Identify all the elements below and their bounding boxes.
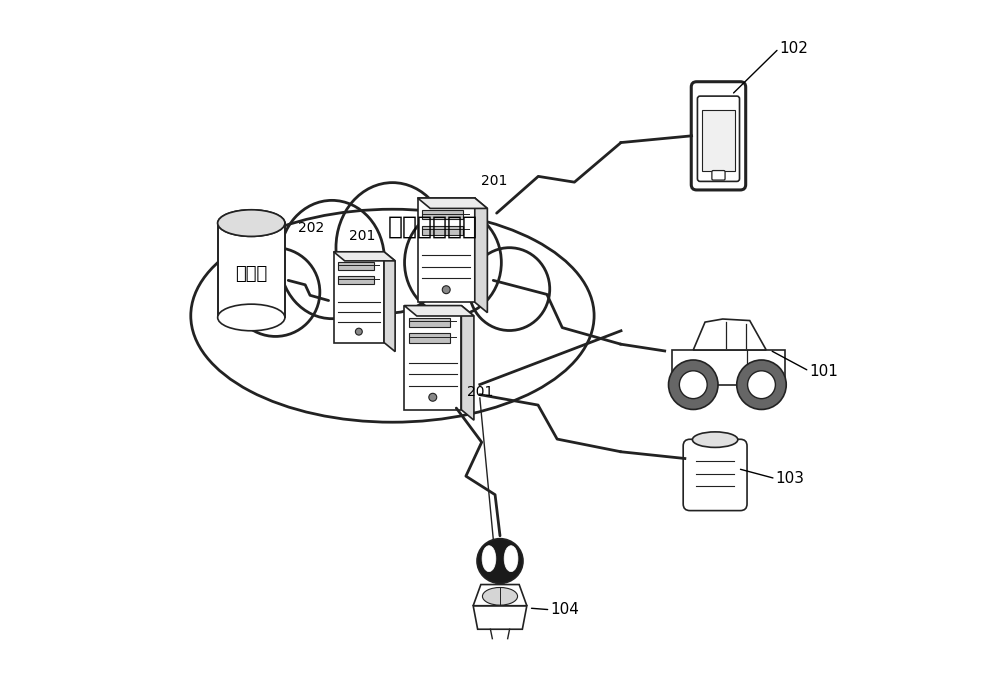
Polygon shape (672, 350, 785, 385)
Ellipse shape (482, 587, 518, 605)
FancyBboxPatch shape (338, 262, 374, 271)
Polygon shape (218, 223, 285, 317)
Circle shape (429, 394, 437, 401)
Circle shape (679, 371, 707, 399)
Polygon shape (418, 198, 487, 209)
Text: 201: 201 (481, 173, 507, 188)
Ellipse shape (482, 545, 496, 572)
Circle shape (442, 286, 450, 294)
Text: 数据库: 数据库 (235, 265, 267, 283)
Text: 语音检测平台: 语音检测平台 (388, 215, 478, 239)
Text: 201: 201 (467, 385, 493, 400)
FancyBboxPatch shape (338, 276, 374, 284)
Polygon shape (384, 252, 395, 352)
Polygon shape (475, 198, 487, 313)
Polygon shape (473, 605, 527, 629)
Polygon shape (495, 575, 505, 585)
Text: 102: 102 (779, 41, 808, 56)
Circle shape (737, 360, 786, 410)
Ellipse shape (477, 539, 523, 583)
FancyBboxPatch shape (683, 439, 747, 510)
Ellipse shape (504, 545, 518, 572)
FancyBboxPatch shape (422, 210, 463, 219)
Ellipse shape (469, 248, 550, 331)
Polygon shape (461, 306, 474, 420)
Polygon shape (404, 306, 461, 410)
Ellipse shape (191, 209, 594, 422)
Text: 201: 201 (349, 229, 375, 243)
Polygon shape (418, 198, 475, 302)
Text: 101: 101 (809, 364, 838, 379)
FancyBboxPatch shape (697, 96, 740, 182)
Circle shape (748, 371, 775, 399)
Polygon shape (473, 585, 527, 605)
FancyBboxPatch shape (702, 111, 735, 171)
Text: 202: 202 (298, 221, 325, 235)
Circle shape (669, 360, 718, 410)
Ellipse shape (336, 183, 449, 313)
Polygon shape (693, 319, 766, 350)
Circle shape (355, 328, 362, 335)
Polygon shape (404, 306, 474, 316)
Ellipse shape (405, 209, 501, 316)
FancyBboxPatch shape (409, 333, 450, 342)
FancyBboxPatch shape (409, 317, 450, 327)
Text: 103: 103 (776, 471, 805, 486)
Polygon shape (334, 252, 395, 261)
FancyBboxPatch shape (712, 171, 725, 180)
Polygon shape (218, 223, 285, 317)
Ellipse shape (218, 210, 285, 236)
Ellipse shape (280, 200, 384, 319)
Ellipse shape (231, 248, 320, 336)
Ellipse shape (218, 304, 285, 331)
FancyBboxPatch shape (691, 82, 746, 190)
FancyBboxPatch shape (422, 225, 463, 235)
Ellipse shape (692, 432, 738, 448)
Ellipse shape (218, 210, 285, 236)
Polygon shape (334, 252, 384, 342)
Text: 104: 104 (550, 602, 579, 617)
